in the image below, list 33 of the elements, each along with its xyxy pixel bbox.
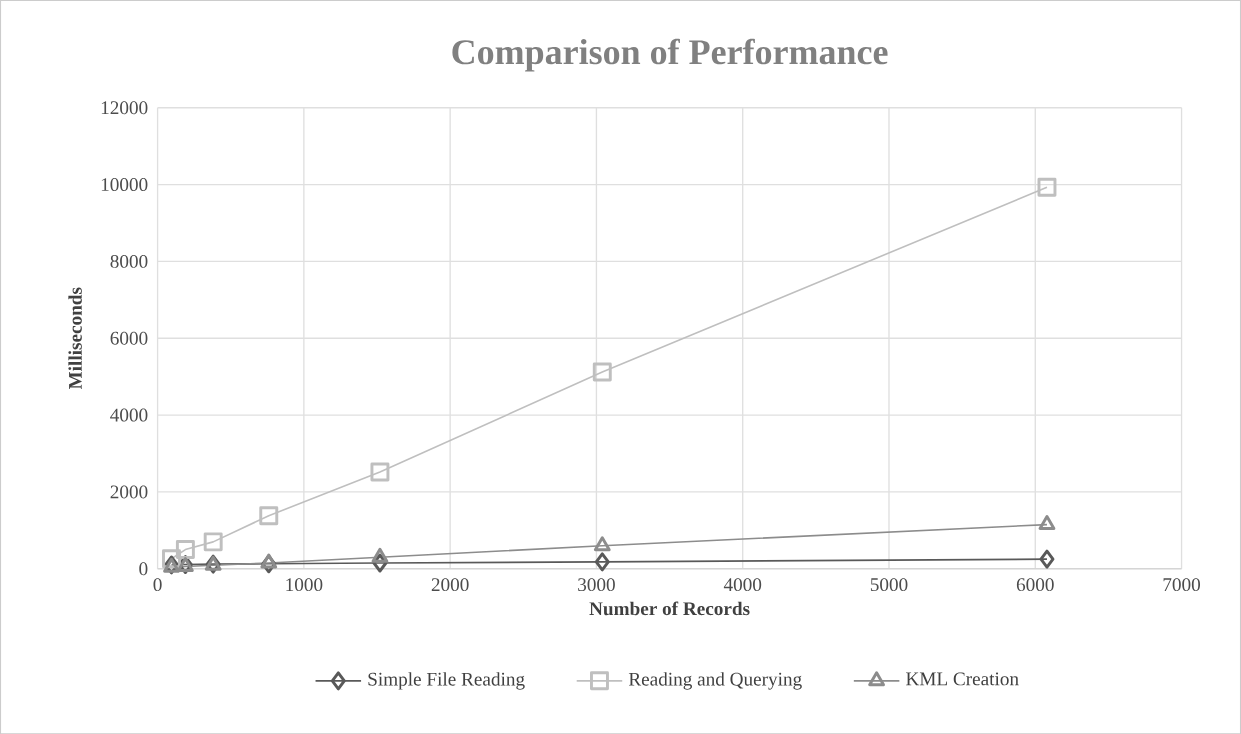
point [1037, 177, 1057, 197]
y-tick-label: 2000 [110, 485, 148, 499]
y-axis-title: Milliseconds [68, 287, 82, 389]
x-tick-label: 1000 [286, 578, 323, 591]
x-tick-label: 7000 [1163, 578, 1201, 591]
x-tick-label: 4000 [723, 578, 762, 591]
y-tick-label: 4000 [110, 408, 148, 422]
point [593, 536, 611, 552]
point [260, 553, 278, 569]
point [371, 547, 389, 563]
legend-label: KML Creation [906, 672, 1019, 686]
chart-title: Comparison of Performance [452, 38, 888, 72]
x-axis-title: Number of Records [589, 601, 750, 616]
point [594, 552, 610, 572]
point [1039, 549, 1055, 569]
point [259, 506, 279, 526]
point [203, 532, 223, 552]
legend-label: Reading and Querying [628, 672, 802, 690]
y-tick-label: 10000 [101, 177, 148, 191]
x-tick-label: 6000 [1016, 578, 1054, 591]
x-tick-label: 3000 [578, 578, 615, 591]
y-tick-label: 6000 [110, 331, 148, 345]
y-tick-label: 8000 [110, 254, 148, 268]
legend-label: Simple File Reading [368, 672, 525, 690]
point [175, 539, 195, 559]
point [1038, 514, 1056, 530]
x-tick-label: 5000 [870, 578, 908, 591]
point [592, 362, 612, 382]
y-tick-label: 0 [139, 562, 148, 576]
point [370, 462, 390, 482]
x-tick-label: 0 [153, 578, 162, 591]
y-tick-label: 12000 [101, 101, 148, 115]
x-tick-label: 2000 [431, 578, 469, 591]
